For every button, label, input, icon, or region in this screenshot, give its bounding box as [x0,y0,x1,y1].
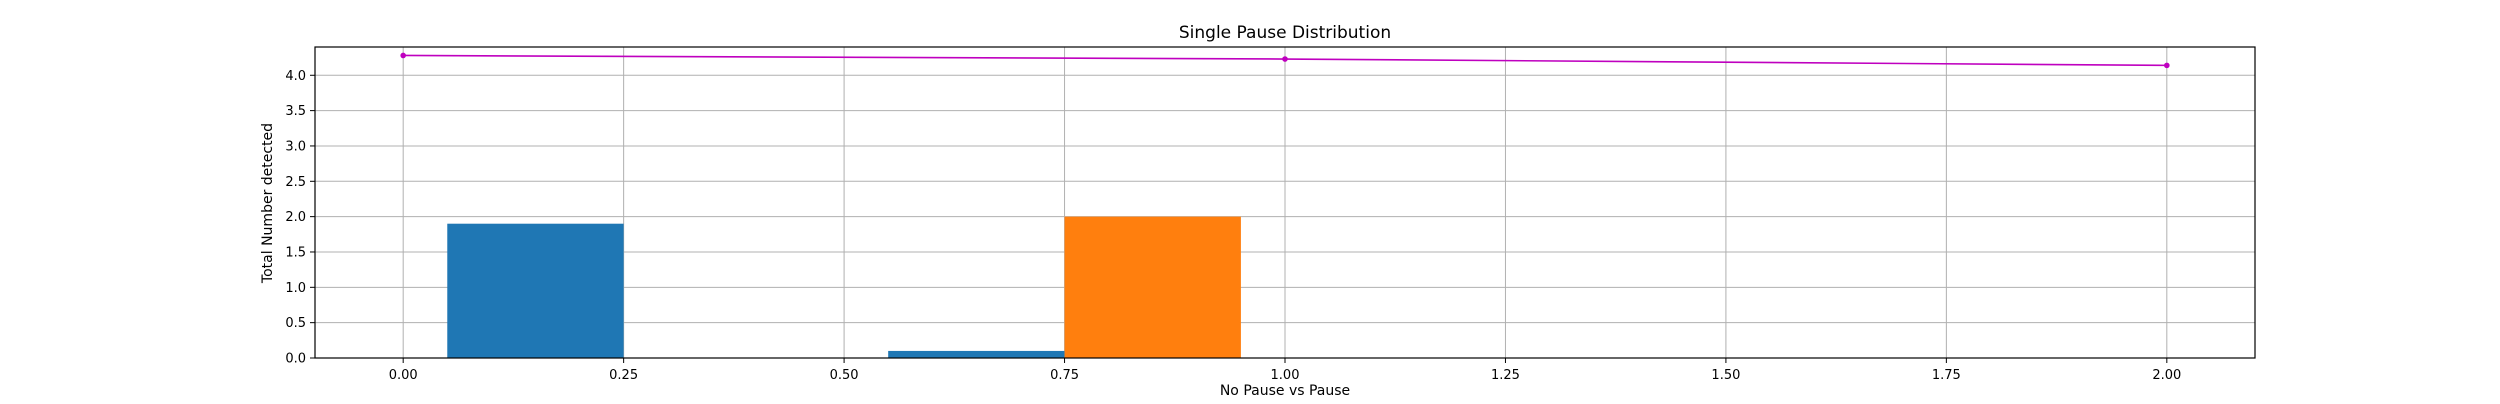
x-tick-label: 0.25 [609,368,638,383]
y-tick-label: 0.5 [285,316,306,331]
x-tick-label: 0.00 [389,368,418,383]
x-tick-label: 1.50 [1711,368,1740,383]
y-tick-label: 3.0 [285,139,306,154]
x-tick-label: 0.50 [830,368,859,383]
line-point [2164,62,2170,69]
bar [447,223,624,358]
x-tick-label: 1.75 [1932,368,1961,383]
y-tick-label: 0.0 [285,352,306,367]
y-tick-label: 1.5 [285,245,306,260]
plot-frame [314,46,2256,359]
grid-layer [315,47,2255,359]
x-axis-label: No Pause vs Pause [1220,383,1350,399]
bar [888,350,1065,358]
line-point [1282,56,1288,62]
x-tick-label: 0.75 [1050,368,1079,383]
bars-layer [447,216,1241,358]
ticks-layer: 0.00 0.25 0.50 0.75 1.00 1.25 1.50 1.75 2.00 0.0 0… [285,69,2181,383]
y-tick-label: 1.0 [285,281,306,296]
y-tick-label: 4.0 [285,69,306,84]
y-tick-label: 3.5 [285,104,306,119]
y-axis-label: Total Number detected [260,123,276,284]
line-layer [400,52,2170,69]
chart-title: Single Pause Distribution [1179,23,1391,43]
x-tick-label: 2.00 [2152,368,2181,383]
line-point [400,52,406,59]
y-tick-label: 2.0 [285,210,306,225]
x-tick-label: 1.00 [1271,368,1300,383]
x-tick-label: 1.25 [1491,368,1520,383]
bar [1064,216,1241,358]
y-tick-label: 2.5 [285,175,306,190]
